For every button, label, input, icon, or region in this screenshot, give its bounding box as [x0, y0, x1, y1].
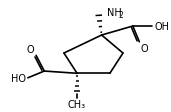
Text: 2: 2: [118, 11, 123, 20]
Text: CH₃: CH₃: [68, 99, 86, 109]
Text: HO: HO: [11, 73, 26, 83]
Text: OH: OH: [154, 22, 169, 32]
Text: NH: NH: [107, 8, 122, 18]
Text: O: O: [141, 44, 149, 53]
Text: O: O: [27, 45, 34, 55]
